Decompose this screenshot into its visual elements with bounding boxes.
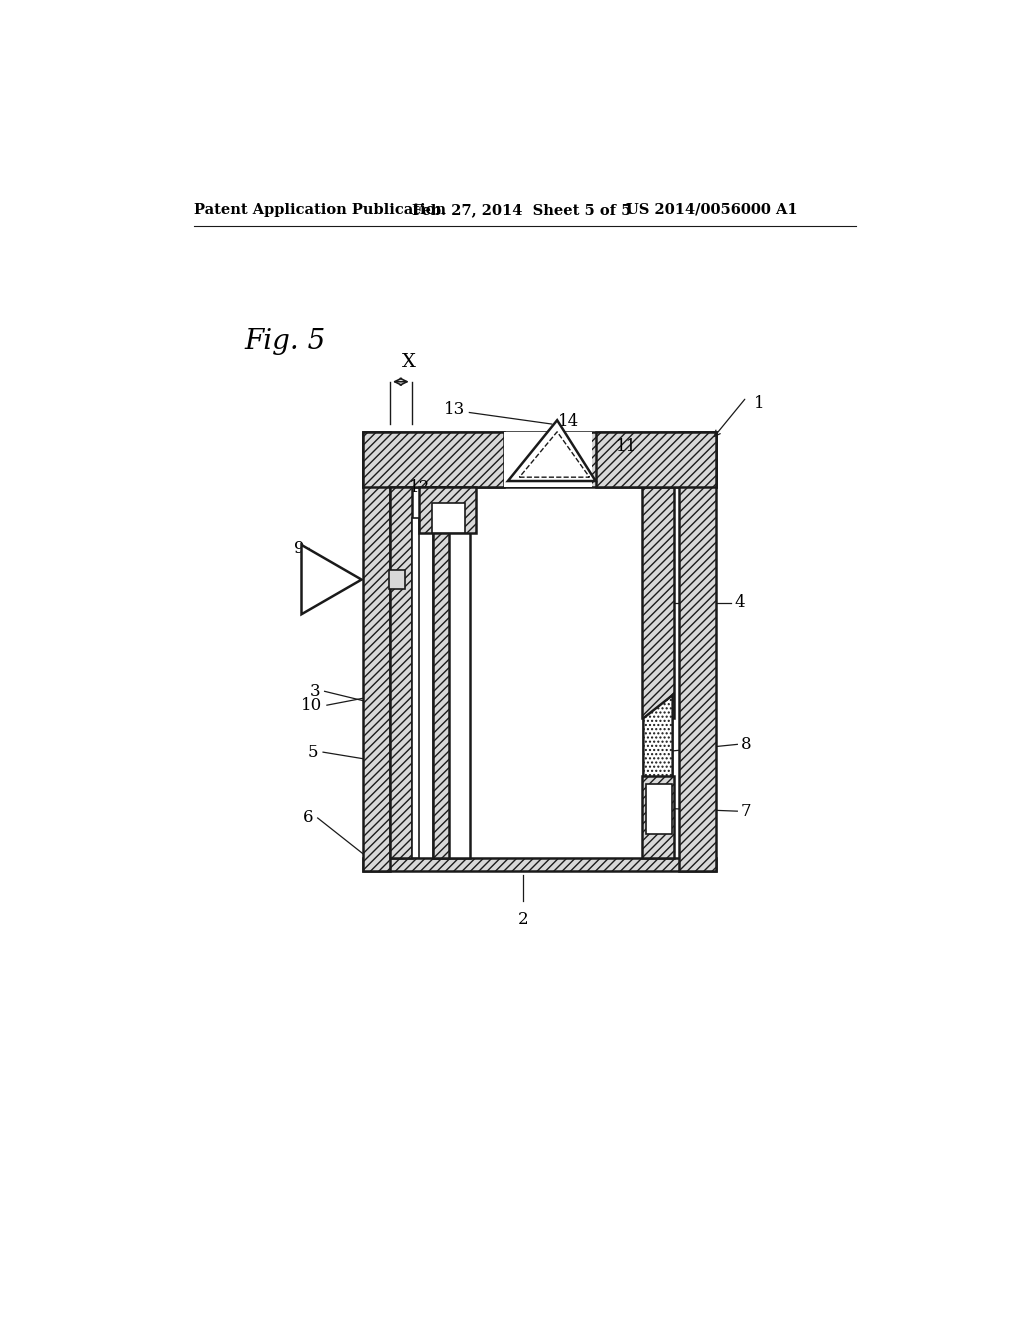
Bar: [419, 487, 475, 533]
Text: 9: 9: [294, 540, 304, 557]
Polygon shape: [301, 545, 361, 614]
Bar: [388, 570, 406, 589]
Text: Patent Application Publication: Patent Application Publication: [194, 203, 445, 216]
Bar: [504, 432, 592, 487]
Bar: [364, 858, 716, 871]
Bar: [364, 432, 504, 487]
Text: Feb. 27, 2014  Sheet 5 of 5: Feb. 27, 2014 Sheet 5 of 5: [412, 203, 631, 216]
Bar: [432, 503, 465, 533]
Text: US 2014/0056000 A1: US 2014/0056000 A1: [626, 203, 798, 216]
Text: 10: 10: [301, 697, 323, 714]
Text: 13: 13: [443, 401, 465, 418]
Bar: [433, 521, 470, 858]
Bar: [596, 432, 716, 487]
Text: 5: 5: [308, 743, 318, 760]
Text: 6: 6: [302, 809, 313, 826]
Text: 1: 1: [755, 395, 765, 412]
Text: 8: 8: [740, 735, 751, 752]
Bar: [679, 432, 716, 871]
Bar: [642, 776, 674, 858]
Text: Fig. 5: Fig. 5: [245, 329, 326, 355]
Bar: [412, 517, 419, 858]
Text: 12: 12: [409, 479, 430, 496]
Text: X: X: [401, 352, 416, 371]
Text: 14: 14: [558, 413, 580, 430]
Text: 11: 11: [615, 438, 637, 455]
Bar: [364, 432, 390, 871]
Text: 3: 3: [309, 682, 319, 700]
Text: 7: 7: [740, 803, 751, 820]
Text: 2: 2: [518, 911, 528, 928]
Polygon shape: [643, 696, 673, 784]
Bar: [642, 487, 674, 718]
Text: 4: 4: [734, 594, 744, 611]
Bar: [433, 487, 449, 858]
Bar: [364, 432, 716, 487]
Polygon shape: [508, 420, 596, 480]
Bar: [646, 784, 672, 834]
Bar: [390, 487, 412, 858]
